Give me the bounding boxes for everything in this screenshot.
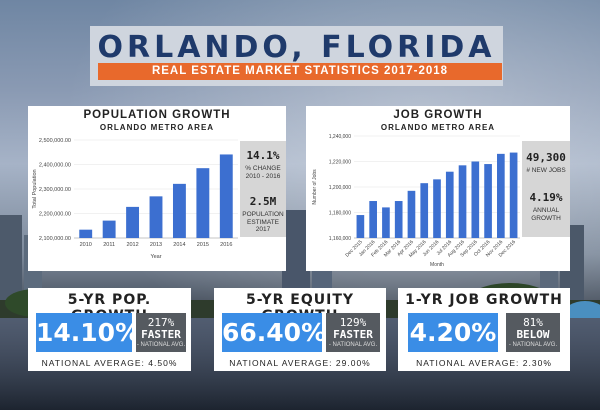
annual-growth-label: ANNUAL GROWTH (531, 207, 561, 222)
bar (445, 171, 454, 238)
bar (149, 196, 163, 238)
bar (420, 183, 429, 238)
job-stats-panel: 49,300 # NEW JOBS 4.19% ANNUAL GROWTH (522, 141, 570, 237)
pop-growth-compare-pct: 217% (147, 316, 175, 329)
population-estimate-value: 2.5M (249, 195, 277, 208)
x-tick-label: 2013 (150, 242, 162, 248)
bar (172, 183, 186, 238)
bar (79, 229, 93, 238)
population-change-label: % CHANGE 2010 - 2016 (245, 165, 281, 180)
job-growth-national-average: NATIONAL AVERAGE: 2.30% (416, 358, 552, 368)
bar (219, 154, 233, 238)
equity-growth-compare-word: FASTER (333, 328, 373, 341)
population-chart-card: POPULATION GROWTH ORLANDO METRO AREA 2,1… (28, 106, 286, 271)
population-change-value: 14.1% (246, 149, 280, 162)
bar (382, 207, 390, 238)
bar (394, 201, 403, 238)
equity-growth-box: 5-YR EQUITY GROWTH 66.40% 129% FASTER - … (214, 288, 386, 371)
x-tick-label: 2012 (126, 242, 138, 248)
pop-growth-value: 14.10% (36, 313, 140, 352)
x-axis-title: Year (150, 254, 161, 260)
job-chart-subtitle: ORLANDO METRO AREA (380, 123, 496, 132)
page-subtitle: REAL ESTATE MARKET STATISTICS 2017-2018 (98, 63, 502, 80)
y-tick-label: 2,100,000.00 (39, 236, 71, 242)
y-tick-label: 2,300,000.00 (39, 187, 71, 193)
y-tick-label: 1,200,000 (329, 185, 351, 191)
bar (196, 168, 210, 238)
bar (356, 215, 365, 238)
job-growth-title: 1-YR JOB GROWTH (405, 292, 563, 308)
new-jobs-label: # NEW JOBS (526, 167, 566, 174)
population-chart-subtitle: ORLANDO METRO AREA (99, 123, 215, 132)
x-tick-label: 2016 (220, 242, 232, 248)
job-growth-compare: 81% BELOW - NATIONAL AVG. (506, 313, 560, 352)
job-growth-compare-sub: - NATIONAL AVG. (508, 342, 558, 348)
job-chart-card: JOB GROWTH ORLANDO METRO AREA 1,160,000 1… (306, 106, 570, 271)
job-growth-value: 4.20% (408, 313, 498, 352)
y-tick-label: 2,200,000.00 (39, 212, 71, 218)
population-chart-title: POPULATION GROWTH (83, 109, 231, 121)
x-tick-label: 2010 (80, 242, 92, 248)
population-bar-chart: 2,100,000.00 2,200,000.00 2,300,000.00 2,40… (32, 138, 238, 260)
x-tick-label: 2015 (197, 242, 209, 248)
bar (369, 201, 377, 238)
x-axis-title: Month (430, 262, 444, 268)
pop-growth-national-average: NATIONAL AVERAGE: 4.50% (41, 358, 178, 368)
bar (458, 165, 467, 238)
population-stats-panel: 14.1% % CHANGE 2010 - 2016 2.5M POPULATI… (240, 141, 286, 237)
bar (126, 206, 140, 238)
equity-growth-compare: 129% FASTER - NATIONAL AVG. (326, 313, 380, 352)
x-tick-label: 2011 (103, 242, 115, 248)
equity-growth-compare-pct: 129% (339, 316, 367, 329)
pop-growth-compare-word: FASTER (141, 328, 181, 341)
new-jobs-value: 49,300 (526, 151, 566, 164)
y-tick-label: 1,160,000 (329, 236, 351, 242)
bar (407, 190, 416, 238)
bar (484, 164, 492, 238)
job-growth-compare-word: BELOW (516, 328, 550, 341)
population-estimate-label: POPULATION ESTIMATE 2017 (242, 211, 284, 233)
annual-growth-value: 4.19% (529, 191, 563, 204)
y-axis-title: Number of Jobs (312, 169, 318, 205)
y-axis-title: Total Population (32, 169, 38, 208)
equity-growth-compare-sub: - NATIONAL AVG. (328, 342, 378, 348)
y-tick-label: 1,220,000 (329, 160, 351, 166)
job-growth-box: 1-YR JOB GROWTH 4.20% 81% BELOW - NATION… (398, 288, 570, 371)
y-tick-label: 2,500,000.00 (39, 138, 71, 144)
bar (471, 161, 480, 238)
page-title: ORLANDO, FLORIDA (97, 30, 496, 65)
bar (497, 153, 505, 238)
equity-growth-value: 66.40% (222, 313, 326, 352)
pop-growth-compare-sub: - NATIONAL AVG. (136, 342, 186, 348)
y-tick-label: 1,240,000 (329, 134, 351, 140)
y-tick-label: 2,400,000.00 (39, 163, 71, 169)
bar (509, 152, 518, 238)
bar (433, 179, 441, 238)
equity-growth-national-average: NATIONAL AVERAGE: 29.00% (229, 358, 371, 368)
pop-growth-box: 5-YR POP. GROWTH 14.10% 217% FASTER - NA… (28, 288, 191, 371)
bar (102, 220, 116, 238)
job-bar-chart: 1,160,000 1,180,000 1,200,000 1,220,000 1,24… (312, 134, 520, 268)
pop-growth-compare: 217% FASTER - NATIONAL AVG. (136, 313, 186, 352)
job-growth-compare-pct: 81% (523, 316, 543, 329)
y-tick-label: 1,180,000 (329, 211, 351, 217)
job-chart-title: JOB GROWTH (393, 109, 483, 121)
x-tick-label: 2014 (173, 242, 185, 248)
